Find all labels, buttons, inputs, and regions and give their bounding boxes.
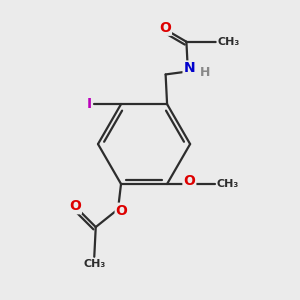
Text: CH₃: CH₃ — [83, 259, 105, 269]
Text: CH₃: CH₃ — [217, 179, 239, 189]
Text: CH₃: CH₃ — [218, 37, 240, 47]
Text: O: O — [183, 174, 195, 188]
Text: O: O — [69, 199, 81, 213]
Text: O: O — [159, 21, 171, 35]
Text: H: H — [200, 66, 210, 80]
Text: O: O — [116, 204, 127, 218]
Text: N: N — [184, 61, 195, 76]
Text: I: I — [86, 97, 92, 111]
